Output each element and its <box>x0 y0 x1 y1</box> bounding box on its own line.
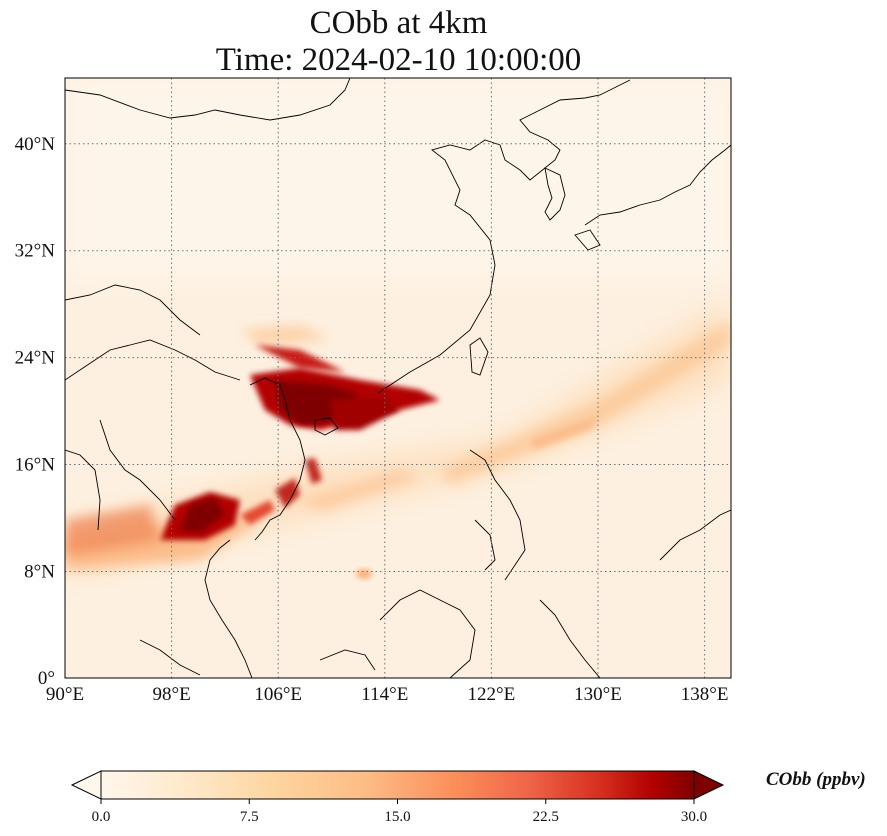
lon-tick-label: 90°E <box>46 684 84 705</box>
coastlines <box>65 78 731 678</box>
lat-axis: 0° 8°N 16°N 24°N 32°N 40°N <box>15 134 56 689</box>
lat-tick-label: 24°N <box>15 348 56 369</box>
colorbar-tick-label: 22.5 <box>533 809 559 825</box>
lon-tick-label: 130°E <box>574 684 622 705</box>
map-frame <box>64 77 732 679</box>
colorbar-extend-low <box>70 770 102 800</box>
gridlines <box>65 78 731 678</box>
concentration-field <box>65 78 731 678</box>
lat-tick-label: 40°N <box>15 134 56 155</box>
map-title-line2: Time: 2024-02-10 10:00:00 <box>215 42 582 78</box>
colorbar-tick-label: 0.0 <box>92 809 111 825</box>
lat-tick-label: 16°N <box>15 455 56 476</box>
lat-tick-label: 8°N <box>24 562 55 583</box>
map-title-line1: CObb at 4km <box>309 5 488 41</box>
lon-tick-label: 122°E <box>468 684 516 705</box>
colorbar-tick-label: 15.0 <box>384 809 410 825</box>
colorbar-title: CObb (ppbv) <box>766 769 866 790</box>
lon-tick-label: 106°E <box>254 684 302 705</box>
lat-tick-label: 0° <box>38 668 55 689</box>
colorbar: 0.0 7.5 15.0 22.5 30.0 <box>70 770 725 825</box>
lon-axis: 90°E 98°E 106°E 114°E 122°E 130°E 138°E <box>46 684 729 705</box>
colorbar-extend-high <box>693 770 725 800</box>
colorbar-tick-label: 7.5 <box>240 809 259 825</box>
lon-tick-label: 138°E <box>681 684 729 705</box>
lon-tick-label: 114°E <box>361 684 408 705</box>
colorbar-bar <box>100 770 695 800</box>
colorbar-tick-label: 30.0 <box>681 809 707 825</box>
lat-tick-label: 32°N <box>15 241 56 262</box>
lon-tick-label: 98°E <box>152 684 190 705</box>
